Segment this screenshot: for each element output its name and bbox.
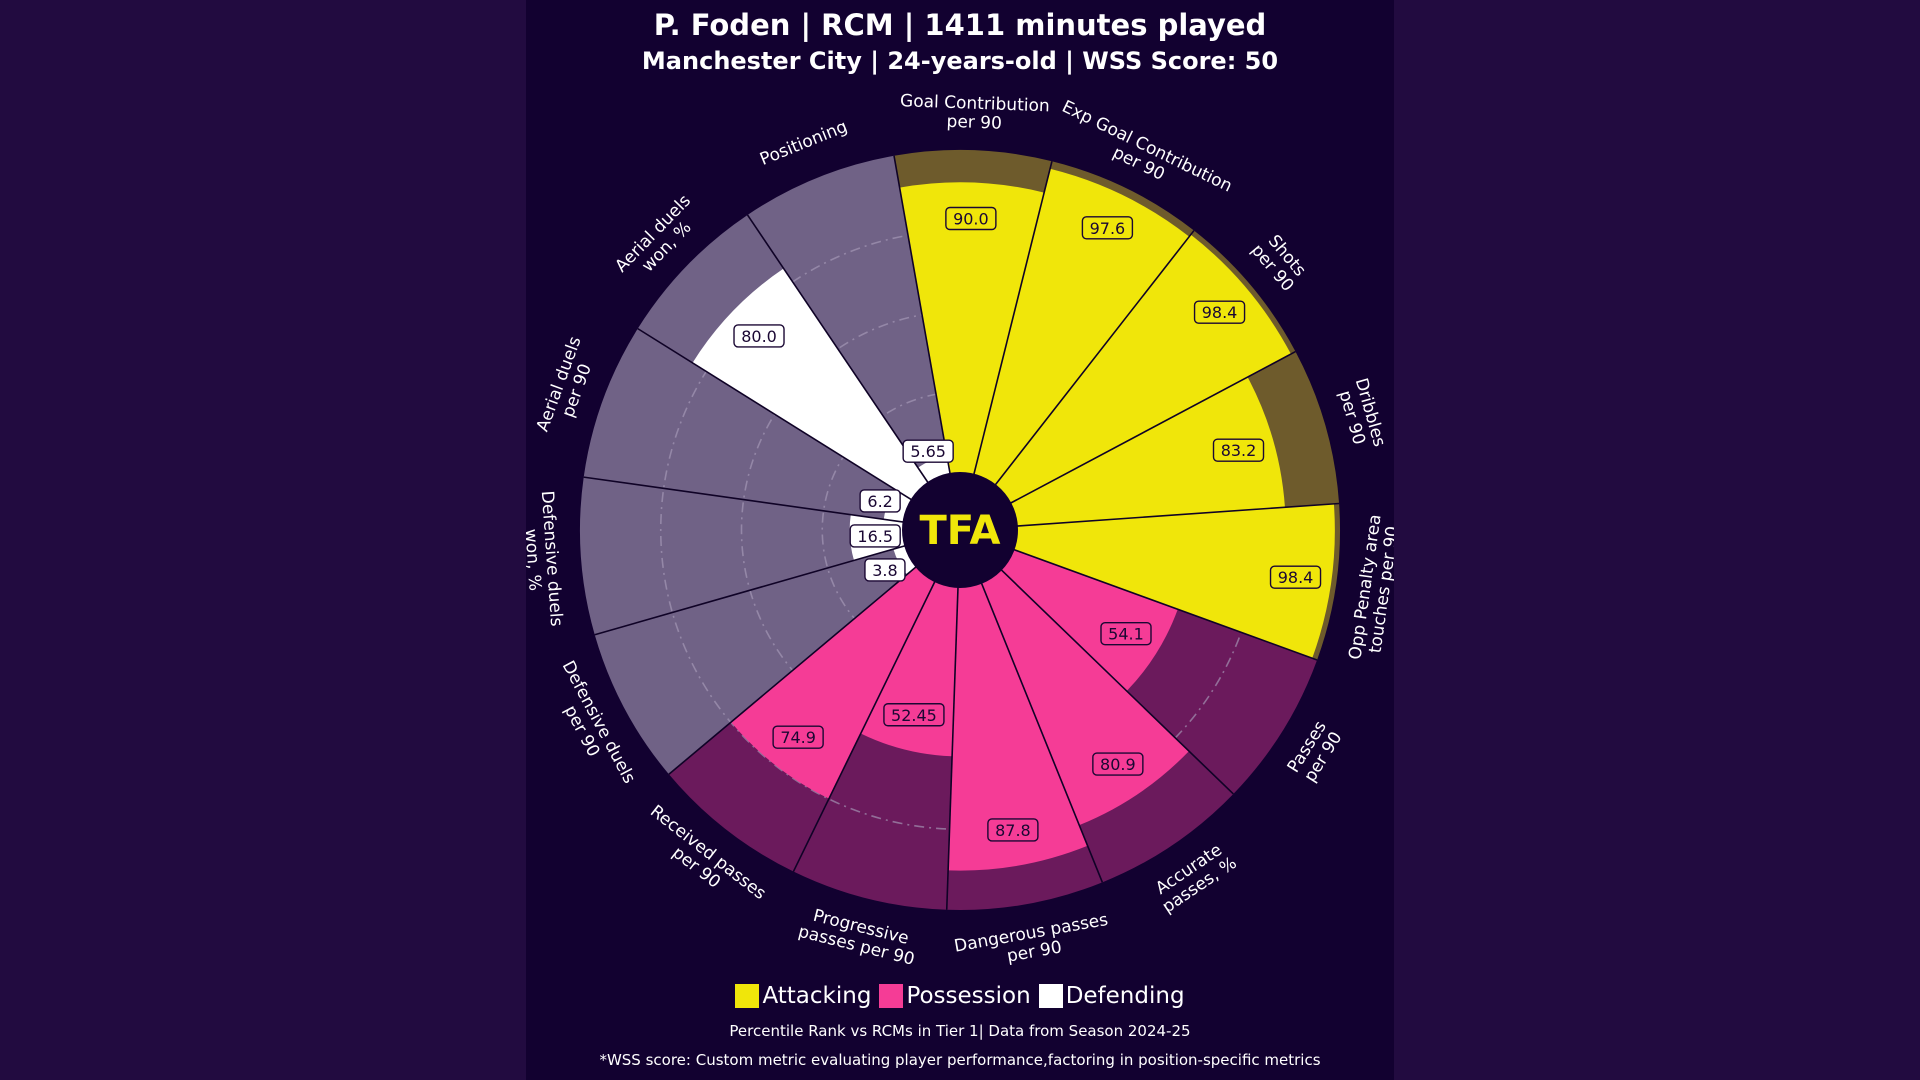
- separator-line: [980, 582, 1104, 883]
- separator-line: [594, 544, 906, 636]
- metric-label: Dangerous passesper 90: [953, 910, 1113, 975]
- value-label-box: [902, 439, 954, 463]
- metric-label: Opp Penalty areatouches per 90: [1345, 513, 1394, 663]
- value-label: 87.8: [995, 821, 1031, 840]
- separator-line: [893, 155, 951, 475]
- value-label: 90.0: [953, 209, 989, 228]
- value-label-box: [883, 703, 945, 727]
- value-labels: 90.0 97.6 98.4 83.2 98.4 54.1 80.9 87.8 52.45 74.…: [733, 206, 1322, 842]
- separator-line: [973, 161, 1053, 475]
- separator-line: [1009, 350, 1296, 504]
- footnote-wss: *WSS score: Custom metric evaluating pla…: [599, 1051, 1321, 1069]
- legend-item-defending: Defending: [1038, 983, 1185, 1009]
- value-wedge: [948, 582, 1088, 871]
- metric-label: Progressivepasses per 90: [796, 903, 921, 970]
- separator-line: [994, 230, 1195, 486]
- separator-line: [1013, 548, 1318, 661]
- chart-subtitle: Manchester City | 24-years-old | WSS Sco…: [641, 47, 1279, 75]
- value-wedge: [893, 545, 917, 575]
- value-label: 98.4: [1278, 568, 1314, 587]
- value-label-box: [1212, 438, 1265, 462]
- separator-line: [792, 580, 936, 872]
- tfa-logo: TFA: [920, 508, 1001, 554]
- legend-label-possession: Possession: [906, 983, 1031, 1009]
- separator-line: [583, 476, 904, 523]
- value-label: 74.9: [780, 728, 816, 747]
- value-label: 80.9: [1100, 755, 1136, 774]
- value-wedge: [973, 168, 1190, 486]
- separator-line: [668, 566, 917, 775]
- legend-swatch-possession: [879, 984, 904, 1008]
- value-label-box: [859, 489, 901, 513]
- metric-label: Goal Contributionper 90: [899, 91, 1050, 135]
- metric-label: Defensive duelswon, %: [526, 490, 566, 628]
- chart-title: P. Foden | RCM | 1411 minutes played: [653, 8, 1267, 42]
- value-label-box: [1081, 216, 1134, 240]
- value-label: 54.1: [1108, 625, 1144, 644]
- background-wedge: [594, 545, 917, 775]
- metric-label: Shotsper 90: [1247, 228, 1312, 295]
- legend-label-attacking: Attacking: [762, 983, 872, 1009]
- value-label: 97.6: [1090, 219, 1126, 238]
- value-label-box: [733, 324, 785, 348]
- value-wedge: [1001, 549, 1178, 691]
- value-wedge: [899, 182, 1045, 475]
- value-wedge: [1010, 377, 1285, 527]
- separator-line: [637, 327, 913, 501]
- value-label-box: [945, 206, 997, 231]
- legend: Attacking Possession Defending: [526, 983, 1394, 1009]
- value-label: 98.4: [1202, 303, 1238, 322]
- legend-swatch-defending: [1038, 984, 1063, 1008]
- value-label: 6.2: [867, 492, 892, 511]
- metric-label-line: won, %: [526, 528, 545, 591]
- value-label-box: [772, 725, 824, 749]
- value-label-box: [987, 818, 1039, 842]
- value-label-box: [1193, 300, 1246, 324]
- legend-swatch-attacking: [735, 984, 760, 1008]
- legend-item-possession: Possession: [879, 983, 1031, 1009]
- metric-label-line: Positioning: [757, 117, 850, 170]
- footnote-percentile: Percentile Rank vs RCMs in Tier 1| Data …: [729, 1022, 1191, 1040]
- metric-label: Dribblesper 90: [1332, 376, 1389, 455]
- value-label: 80.0: [741, 327, 777, 346]
- value-label: 16.5: [857, 527, 893, 546]
- chart-panel: P. Foden | RCM | 1411 minutes played Man…: [526, 0, 1394, 1080]
- radar-chart: 90.0 97.6 98.4 83.2 98.4 54.1 80.9 87.8 52.45 74.…: [526, 91, 1394, 975]
- value-label: 3.8: [872, 561, 897, 580]
- separator-line: [1016, 502, 1340, 527]
- metric-label-line: per 90: [946, 112, 1002, 134]
- separator-line: [1000, 569, 1234, 795]
- value-label: 52.45: [891, 706, 937, 725]
- value-label-box: [849, 524, 901, 548]
- separator-line: [945, 586, 959, 910]
- metric-label: Aerial duelsper 90: [533, 334, 604, 441]
- value-label-box: [1092, 752, 1144, 776]
- metric-label: Positioning: [757, 117, 850, 170]
- value-label-box: [864, 558, 906, 582]
- separator-lines: [583, 155, 1340, 910]
- legend-item-attacking: Attacking: [735, 983, 871, 1009]
- value-label-box: [1269, 565, 1322, 589]
- legend-label-defending: Defending: [1065, 983, 1185, 1009]
- center-circle: [902, 472, 1018, 588]
- value-wedge: [1013, 503, 1335, 659]
- separator-line: [746, 214, 929, 484]
- value-label: 5.65: [910, 442, 946, 461]
- metric-label: Passesper 90: [1284, 717, 1347, 786]
- value-label: 83.2: [1221, 441, 1257, 460]
- value-label-box: [1100, 622, 1152, 646]
